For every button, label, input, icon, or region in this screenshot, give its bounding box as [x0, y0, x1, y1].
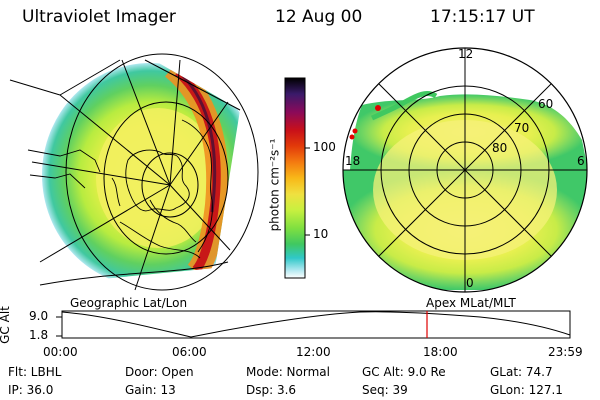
altitude-ytick-1-8: 1.8 — [29, 328, 49, 342]
mlt-label-6: 6 — [577, 154, 585, 168]
info-seq: Seq: 39 — [362, 383, 408, 397]
right-panel-label: Apex MLat/MLT — [426, 296, 516, 310]
info-ip: IP: 36.0 — [8, 383, 54, 397]
info-mode: Mode: Normal — [246, 365, 330, 379]
altitude-ylabel: GC Alt — [0, 306, 12, 344]
altitude-plot — [56, 310, 571, 339]
altitude-ytick-9: 9.0 — [29, 309, 49, 323]
mlat-label-70: 70 — [514, 121, 530, 135]
mlt-label-0: 0 — [466, 276, 474, 290]
geographic-map — [9, 53, 259, 291]
info-glat: GLat: 74.7 — [490, 365, 553, 379]
color-scale-bar — [284, 77, 310, 279]
info-door: Door: Open — [125, 365, 194, 379]
colorbar-unit-label: photon cm⁻²s⁻¹ — [267, 138, 282, 232]
date-label: 12 Aug 00 — [275, 7, 363, 27]
altitude-xtick-0600: 06:00 — [172, 345, 207, 359]
instrument-title: Ultraviolet Imager — [22, 7, 176, 27]
time-label: 17:15:17 UT — [430, 7, 535, 27]
info-gc-alt: GC Alt: 9.0 Re — [362, 365, 446, 379]
mlat-label-80: 80 — [492, 141, 508, 155]
apex-polar-plot — [342, 47, 588, 293]
colorbar-tick-100: 100 — [313, 140, 336, 154]
info-flt: Flt: LBHL — [8, 365, 62, 379]
mlat-label-60: 60 — [538, 97, 554, 111]
mlt-label-12: 12 — [458, 47, 474, 61]
altitude-xtick-2359: 23:59 — [548, 345, 583, 359]
altitude-xtick-0000: 00:00 — [43, 345, 78, 359]
info-dsp: Dsp: 3.6 — [246, 383, 297, 397]
mlt-label-18: 18 — [345, 154, 361, 168]
altitude-xtick-1800: 18:00 — [423, 345, 458, 359]
colorbar-tick-10: 10 — [313, 227, 329, 241]
left-panel-label: Geographic Lat/Lon — [70, 296, 188, 310]
altitude-xtick-1200: 12:00 — [296, 345, 331, 359]
info-glon: GLon: 127.1 — [490, 383, 563, 397]
info-gain: Gain: 13 — [125, 383, 176, 397]
